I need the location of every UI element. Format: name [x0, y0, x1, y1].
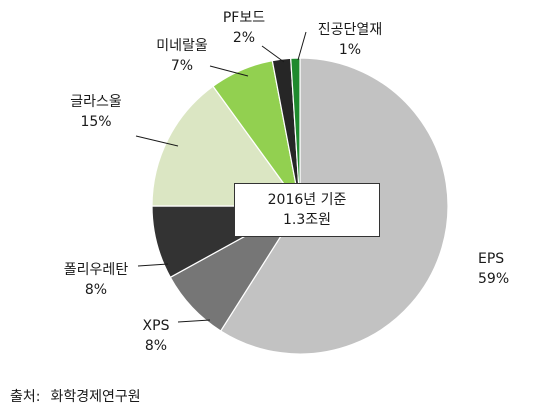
leader-line-1: [177, 319, 211, 323]
slice-label-value-0: 59%: [478, 271, 509, 287]
leader-line-6: [297, 31, 307, 61]
slice-label-value-6: 1%: [339, 42, 361, 58]
leader-line-5: [261, 45, 285, 63]
slice-label-name-4: 미네랄울: [156, 38, 208, 54]
leader-line-3: [135, 135, 179, 147]
leader-line-4: [209, 65, 249, 77]
source-note: 출처: 화학경제연구원: [10, 386, 141, 406]
center-annotation-total: 1.3조원: [282, 212, 332, 228]
pie-slice-3: [151, 85, 302, 207]
slice-label-name-1: XPS: [143, 318, 170, 334]
slice-labels: EPS 59% XPS 8% 폴리우레탄 8% 글라스울 15% 미네랄울 7% PF보드 2% 진공단…: [64, 10, 509, 354]
source-label: 출처:: [10, 389, 41, 405]
slice-label-value-2: 8%: [85, 282, 107, 298]
center-annotation: 2016년 기준 1.3조원: [234, 183, 380, 237]
leader-line-2: [137, 263, 169, 267]
leader-lines: [135, 31, 307, 323]
slice-label-value-5: 2%: [233, 30, 255, 46]
slice-label-value-3: 15%: [80, 114, 111, 130]
slice-label-value-1: 8%: [145, 338, 167, 354]
slice-label-name-0: EPS: [478, 251, 504, 267]
slice-label-name-6: 진공단열재: [318, 22, 382, 38]
slice-label-name-5: PF보드: [223, 10, 265, 26]
slice-label-value-4: 7%: [171, 58, 193, 74]
slice-label-name-2: 폴리우레탄: [64, 262, 129, 278]
center-annotation-year: 2016년 기준: [267, 192, 347, 208]
slice-label-name-3: 글라스울: [70, 94, 122, 110]
pie-slice-6: [290, 57, 301, 207]
source-text: 화학경제연구원: [50, 389, 141, 405]
